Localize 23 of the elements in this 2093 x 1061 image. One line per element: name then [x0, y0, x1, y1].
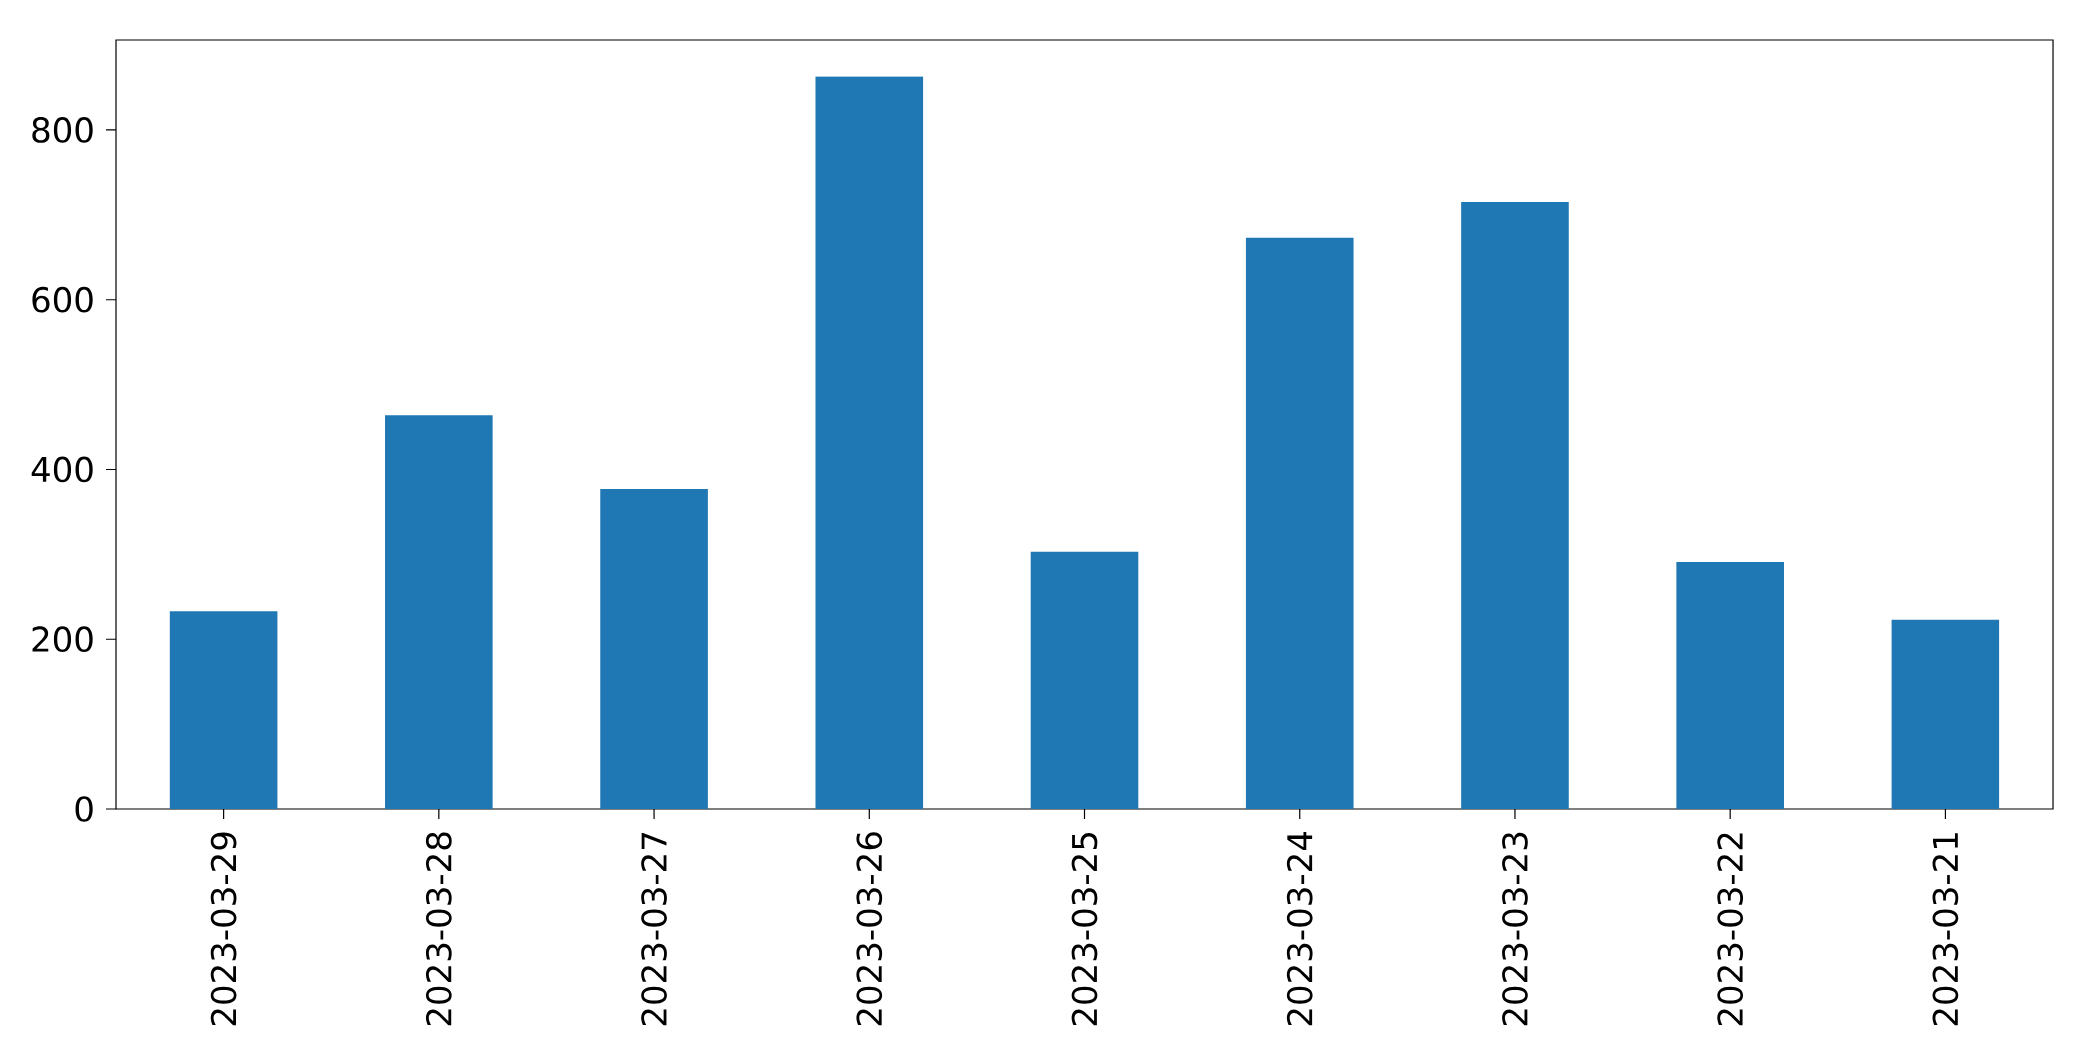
bar: [1891, 619, 2000, 809]
y-tick-label: 200: [32, 626, 93, 653]
x-tick-label: 2023-03-21: [1932, 833, 1959, 1026]
bar: [385, 415, 493, 809]
bar: [600, 489, 708, 809]
x-tick-label: 2023-03-28: [425, 832, 452, 1026]
bar: [815, 76, 924, 809]
bar: [1676, 562, 1784, 809]
y-tick-label: 400: [31, 456, 93, 483]
x-tick-label: 2023-03-23: [1502, 832, 1528, 1026]
x-tick-label: 2023-03-22: [1717, 833, 1744, 1026]
x-tick-label: 2023-03-27: [641, 833, 667, 1026]
bar: [1245, 237, 1354, 809]
bar: [1461, 202, 1569, 809]
bar: [169, 611, 278, 809]
x-tick-label: 2023-03-25: [1071, 833, 1098, 1026]
bar: [1030, 551, 1139, 809]
y-tick-label: 600: [32, 286, 93, 313]
y-tick-label: 0: [75, 796, 93, 822]
x-tick-label: 2023-03-29: [210, 832, 237, 1026]
y-tick-label: 800: [32, 117, 93, 143]
x-tick-label: 2023-03-26: [856, 832, 883, 1026]
x-tick-label: 2023-03-24: [1286, 832, 1313, 1026]
